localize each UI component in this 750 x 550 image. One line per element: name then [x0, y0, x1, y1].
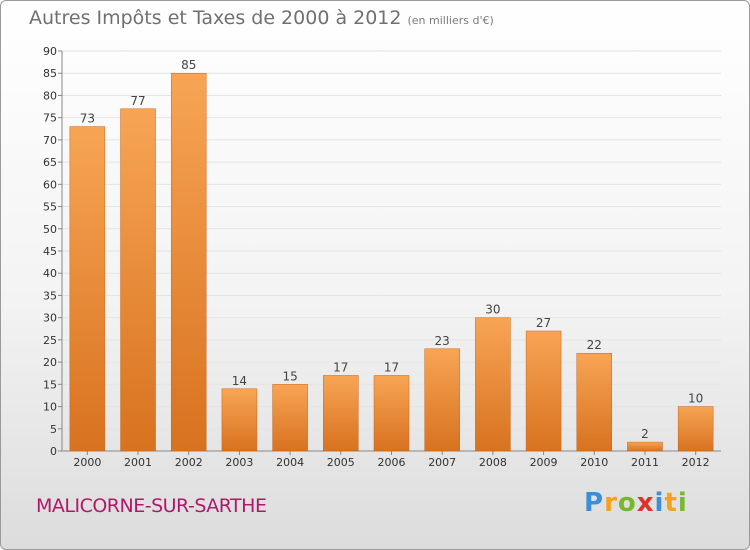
bar-2009 [525, 330, 562, 452]
y-tick-label: 25 [43, 334, 57, 347]
y-tick-label: 35 [43, 289, 57, 302]
y-tick-label: 30 [43, 312, 57, 325]
x-tick-label-2001: 2001 [124, 456, 152, 469]
x-tick-label-2007: 2007 [428, 456, 456, 469]
value-label-2007: 23 [435, 334, 450, 348]
value-label-2012: 10 [688, 392, 703, 406]
x-tick-label-2002: 2002 [175, 456, 203, 469]
y-tick-label: 20 [43, 356, 57, 369]
y-tick-label: 80 [43, 89, 57, 102]
y-tick-label: 90 [43, 45, 57, 58]
value-label-2001: 77 [130, 94, 145, 108]
bar-2006 [373, 375, 410, 452]
bar-2005 [323, 375, 359, 452]
bar-2002 [170, 72, 207, 452]
value-label-2008: 30 [485, 303, 500, 317]
x-tick-label-2012: 2012 [682, 456, 710, 469]
x-tick-label-2005: 2005 [327, 456, 355, 469]
bar-2010 [576, 352, 613, 452]
logo-letter: o [617, 488, 637, 518]
chart-title: Autres Impôts et Taxes de 2000 à 2012 (en… [29, 7, 494, 29]
value-label-2000: 73 [80, 112, 95, 126]
bar-2011 [627, 441, 663, 452]
x-tick-label-2010: 2010 [580, 456, 608, 469]
value-label-2011: 2 [641, 427, 649, 441]
y-tick-label: 45 [43, 245, 57, 258]
chart-title-text: Autres Impôts et Taxes de 2000 à 2012 [29, 7, 402, 29]
x-tick-label-2011: 2011 [631, 456, 659, 469]
logo-letter: i [677, 488, 688, 518]
commune-name: MALICORNE-SUR-SARTHE [36, 495, 267, 517]
y-tick-label: 50 [43, 223, 57, 236]
value-label-2009: 27 [536, 316, 551, 330]
bar-2000 [69, 126, 106, 452]
value-label-2002: 85 [181, 58, 196, 72]
bar-2001 [120, 108, 156, 452]
proxiti-logo: Proxiti [584, 488, 688, 518]
y-tick-label: 60 [43, 178, 57, 191]
value-label-2003: 14 [232, 374, 247, 388]
x-tick-label-2004: 2004 [276, 456, 304, 469]
y-tick-label: 65 [43, 156, 57, 169]
y-tick-label: 40 [43, 267, 57, 280]
value-label-2005: 17 [333, 360, 348, 374]
value-label-2006: 17 [384, 360, 399, 374]
y-tick-label: 70 [43, 134, 57, 147]
logo-letter: t [664, 488, 678, 518]
x-tick-label-2003: 2003 [225, 456, 253, 469]
logo-letter: P [584, 488, 605, 518]
x-tick-label-2009: 2009 [530, 456, 558, 469]
y-tick-label: 10 [43, 401, 57, 414]
y-tick-label: 0 [50, 445, 57, 458]
y-tick-label: 55 [43, 201, 57, 214]
x-tick-label-2000: 2000 [73, 456, 101, 469]
logo-letter: r [604, 488, 618, 518]
logo-letter: i [654, 488, 665, 518]
y-tick-label: 5 [50, 423, 57, 436]
logo-letter: x [636, 488, 655, 518]
labels: 0 5 10 15 20 25 30 35 40 45 50 55 60 65 70 75 80 85 90 73 20… [43, 45, 710, 469]
y-tick-label: 75 [43, 112, 57, 125]
y-tick-label: 85 [43, 67, 57, 80]
bars [69, 72, 714, 452]
bar-2008 [475, 317, 511, 452]
bar-2004 [272, 384, 308, 452]
bar-2012 [677, 406, 714, 452]
chart-subtitle: (en milliers d'€) [407, 14, 494, 27]
value-label-2004: 15 [282, 369, 297, 383]
y-tick-label: 15 [43, 378, 57, 391]
x-tick-label-2006: 2006 [378, 456, 406, 469]
x-tick-label-2008: 2008 [479, 456, 507, 469]
bar-2007 [424, 348, 460, 452]
bar-2003 [221, 388, 258, 452]
value-label-2010: 22 [587, 338, 602, 352]
